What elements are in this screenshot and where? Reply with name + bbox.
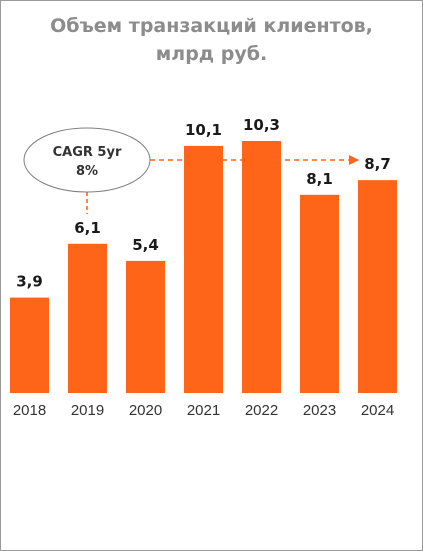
x-label-2024: 2024 — [361, 402, 394, 419]
bars-group — [10, 141, 397, 393]
x-label-2021: 2021 — [187, 402, 220, 419]
cagr-value: 8% — [76, 164, 98, 179]
chart-title: Объем транзакций клиентов, млрд руб. — [0, 12, 423, 68]
x-axis-labels: 2018 2019 2020 2021 2022 2023 2024 — [13, 402, 394, 419]
bar-2020 — [126, 260, 165, 393]
bar-2023 — [300, 194, 339, 393]
value-label-2018: 3,9 — [16, 273, 43, 291]
bar-2021 — [184, 145, 223, 393]
x-label-2019: 2019 — [71, 402, 104, 419]
bar-2024 — [358, 180, 397, 393]
x-label-2022: 2022 — [245, 402, 278, 419]
value-label-2019: 6,1 — [74, 219, 101, 237]
bar-2022 — [242, 141, 281, 393]
x-label-2023: 2023 — [303, 402, 336, 419]
value-label-2023: 8,1 — [306, 170, 333, 188]
x-label-2018: 2018 — [13, 402, 46, 419]
cagr-annotation: CAGR 5yr 8% — [23, 127, 359, 214]
bar-2019 — [68, 243, 107, 393]
value-label-2024: 8,7 — [364, 155, 391, 173]
value-labels-group: 3,9 6,1 5,4 10,1 10,3 8,1 8,7 — [16, 116, 391, 291]
cagr-ellipse — [23, 127, 151, 193]
chart-title-line-1: Объем транзакций клиентов, — [50, 15, 373, 37]
value-label-2020: 5,4 — [132, 236, 159, 254]
value-label-2021: 10,1 — [185, 121, 222, 139]
x-label-2020: 2020 — [129, 402, 162, 419]
chart-title-line-2: млрд руб. — [155, 43, 268, 65]
bar-2018 — [10, 297, 49, 393]
cagr-label: CAGR 5yr — [53, 145, 122, 160]
value-label-2022: 10,3 — [243, 116, 280, 134]
